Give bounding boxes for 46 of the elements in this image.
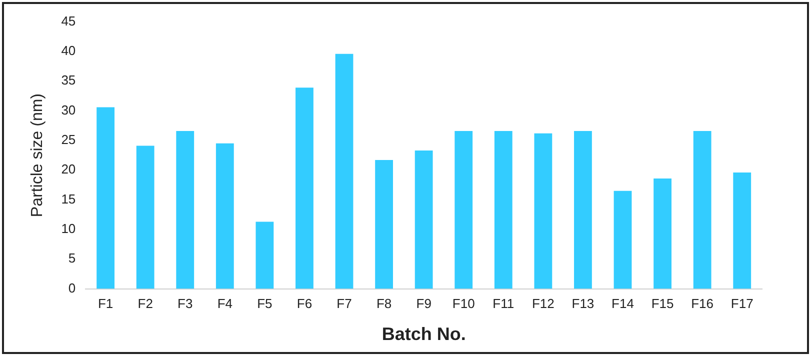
x-tick-label: F11	[492, 296, 514, 312]
bar	[534, 133, 552, 289]
y-tick-label: 45	[61, 13, 76, 28]
bar	[296, 88, 314, 289]
bar	[375, 160, 393, 289]
x-tick-label: F6	[296, 296, 312, 312]
x-tick-label: F8	[376, 296, 392, 312]
bar	[574, 130, 592, 289]
y-tick-label: 10	[61, 221, 76, 236]
x-tick-label: F9	[416, 296, 432, 312]
y-tick-label: 15	[61, 191, 76, 206]
bar	[216, 143, 234, 289]
x-axis-title: Batch No.	[382, 324, 466, 344]
y-tick-label: 35	[61, 72, 76, 88]
x-tick-label: F10	[452, 296, 475, 312]
x-tick-label: F17	[730, 296, 754, 312]
bar	[414, 150, 433, 289]
bar	[494, 130, 512, 289]
y-tick-label: 25	[61, 132, 76, 148]
x-tick-label: F12	[532, 296, 554, 312]
x-tick-label: F14	[612, 296, 634, 312]
bar	[614, 190, 632, 289]
bar	[335, 54, 354, 289]
x-tick-label: F1	[98, 296, 114, 312]
bar	[176, 130, 194, 289]
y-tick-label: 40	[61, 43, 76, 58]
bar	[136, 146, 154, 289]
x-tick-label: F7	[336, 296, 352, 312]
y-axis-title: Particle size (nm)	[29, 94, 46, 218]
y-tick-label: 5	[68, 250, 76, 266]
x-tick-label: F3	[178, 296, 193, 312]
bar	[454, 130, 473, 289]
x-tick-label: F15	[651, 296, 674, 312]
x-tick-label: F5	[257, 296, 272, 312]
x-tick-label: F13	[572, 296, 594, 312]
y-tick-label: 0	[68, 280, 76, 296]
bar	[96, 107, 115, 289]
bar	[256, 222, 274, 289]
bar	[654, 178, 672, 289]
bar	[693, 130, 712, 289]
x-tick-label: F4	[217, 296, 232, 312]
x-tick-label: F16	[691, 296, 714, 312]
y-tick-label: 20	[61, 162, 76, 177]
bar	[733, 172, 752, 289]
x-tick-label: F2	[138, 296, 153, 312]
y-tick-label: 30	[61, 102, 76, 118]
